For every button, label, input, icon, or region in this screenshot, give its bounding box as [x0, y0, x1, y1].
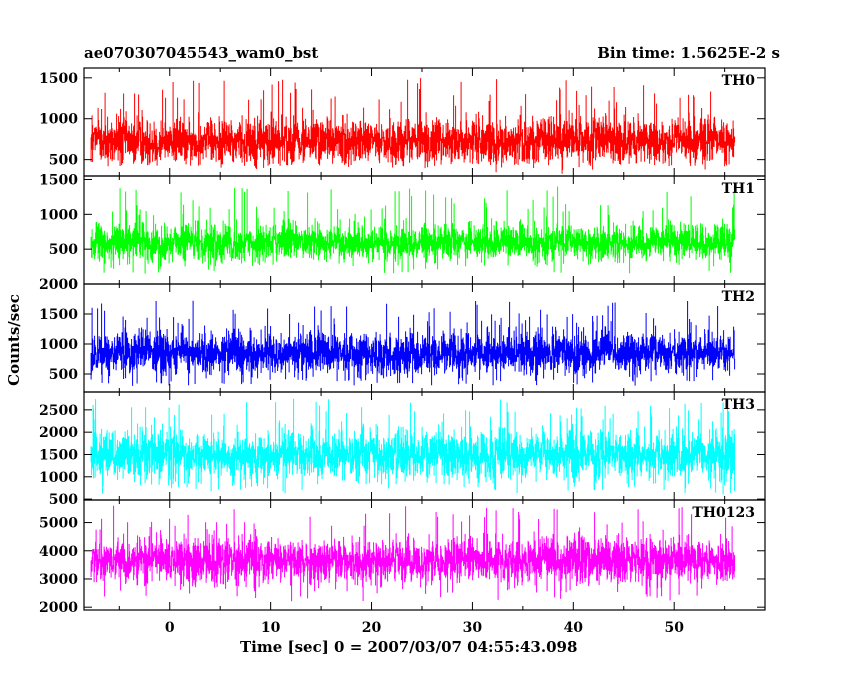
series-th0 — [90, 78, 736, 174]
bin-time-label: Bin time: 1.5625E-2 s — [597, 44, 780, 62]
series-th1 — [90, 186, 736, 274]
y-tick-label: 1500 — [39, 172, 78, 188]
y-tick-label: 500 — [49, 492, 78, 508]
panel-label-th2: TH2 — [722, 289, 755, 305]
y-tick-label: 1000 — [39, 337, 78, 353]
x-tick-label: 30 — [463, 620, 483, 636]
y-tick-label: 1500 — [39, 447, 78, 463]
y-tick-label: 4000 — [39, 544, 78, 560]
plot-title: ae070307045543_wam0_bst — [84, 44, 319, 62]
y-tick-label: 500 — [49, 242, 78, 258]
panel-label-th3: TH3 — [722, 397, 755, 413]
series-th3 — [90, 398, 736, 495]
y-tick-label: 2000 — [39, 425, 78, 441]
y-tick-label: 5000 — [39, 516, 78, 532]
series-th2 — [90, 300, 736, 386]
y-tick-label: 2000 — [39, 277, 78, 293]
panel-label-th1: TH1 — [722, 181, 755, 197]
y-tick-label: 1500 — [39, 71, 78, 87]
y-tick-label: 2500 — [39, 403, 78, 419]
y-tick-label: 2000 — [39, 600, 78, 616]
y-tick-label: 500 — [49, 367, 78, 383]
x-tick-label: 20 — [362, 620, 382, 636]
panel-frame-th0123 — [83, 499, 766, 611]
y-tick-label: 1000 — [39, 207, 78, 223]
series-th0123 — [90, 505, 736, 602]
y-tick-label: 1500 — [39, 307, 78, 323]
x-tick-label: 10 — [261, 620, 281, 636]
x-tick-label: 50 — [664, 620, 684, 636]
panel-label-th0123: TH0123 — [692, 505, 755, 521]
panel-label-th0: TH0 — [722, 73, 756, 89]
y-tick-label: 1000 — [39, 112, 78, 128]
x-tick-label: 40 — [564, 620, 584, 636]
y-tick-label: 3000 — [39, 572, 78, 588]
y-tick-label: 500 — [49, 153, 78, 169]
y-tick-label: 1000 — [39, 470, 78, 486]
x-tick-label: 0 — [165, 620, 175, 636]
x-axis-label: Time [sec] 0 = 2007/03/07 04:55:43.098 — [240, 638, 578, 656]
y-tick-label: 0 — [68, 277, 78, 293]
